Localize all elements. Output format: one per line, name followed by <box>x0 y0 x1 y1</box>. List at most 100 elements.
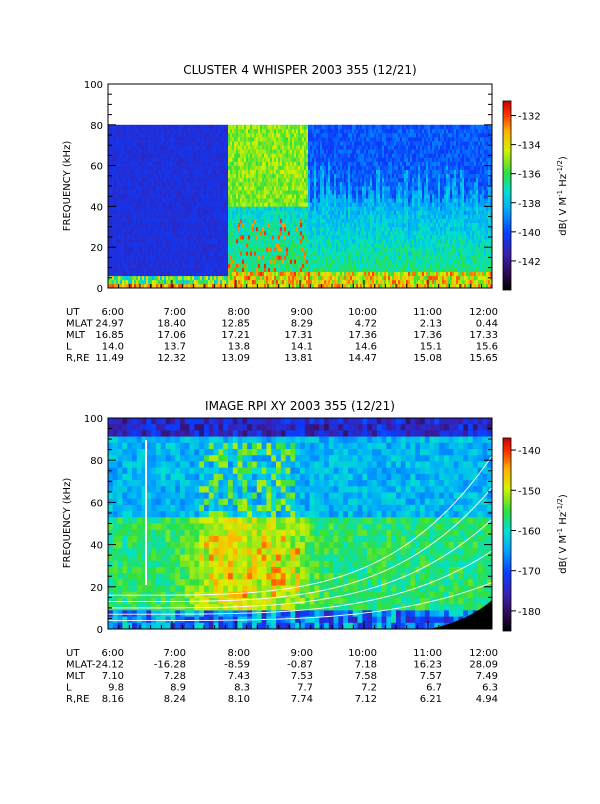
spectrogram-cell <box>154 137 157 142</box>
spectrogram-cell <box>204 214 207 219</box>
spectrogram-cell <box>246 251 249 256</box>
spectrogram-cell <box>276 186 279 191</box>
spectrogram-cell <box>126 255 129 260</box>
spectrogram-cell <box>288 222 291 228</box>
spectrogram-cell <box>166 137 169 142</box>
spectrogram-cell <box>148 132 151 138</box>
spectrogram-cell <box>146 141 149 146</box>
spectrogram-cell <box>242 279 245 285</box>
spectrogram-cell <box>200 218 203 224</box>
spectrogram-cell <box>206 173 209 179</box>
spectrogram-cell <box>194 259 197 264</box>
spectrogram-cell <box>196 279 199 285</box>
spectrogram-cell <box>202 251 205 256</box>
spectrogram-cell <box>126 239 129 244</box>
spectrogram-cell <box>354 137 357 142</box>
spectrogram-cell <box>188 275 191 281</box>
spectrogram-cell <box>316 137 319 142</box>
spectrogram-cell <box>244 137 247 142</box>
spectrogram-cell <box>128 137 131 142</box>
spectrogram-cell <box>126 181 129 187</box>
spectrogram-cell <box>214 161 217 166</box>
spectrogram-cell <box>194 226 197 232</box>
spectrogram-cell <box>118 271 121 277</box>
spectrogram-cell <box>262 218 265 224</box>
spectrogram-cell <box>172 283 175 288</box>
spectrogram-cell <box>298 234 301 240</box>
spectrogram-cell <box>160 230 163 236</box>
spectrogram-cell <box>286 141 289 146</box>
spectrogram-cell <box>266 177 269 183</box>
spectrogram-cell <box>260 283 263 288</box>
spectrogram-cell <box>316 194 319 199</box>
spectrogram-cell <box>218 141 221 146</box>
spectrogram-cell <box>258 214 261 219</box>
spectrogram-cell <box>302 251 305 256</box>
spectrogram-cell <box>130 165 133 170</box>
spectrogram-cell <box>166 226 169 232</box>
spectrogram-cell <box>352 255 355 260</box>
spectrogram-cell <box>126 222 129 228</box>
spectrogram-cell <box>282 128 285 134</box>
spectrogram-cell <box>322 198 325 203</box>
spectrogram-cell <box>276 153 279 158</box>
spectrogram-cell <box>148 161 151 166</box>
spectrogram-cell <box>310 279 313 285</box>
spectrogram-cell <box>170 202 173 207</box>
spectrogram-cell <box>202 145 205 150</box>
spectrogram-cell <box>272 186 275 191</box>
spectrogram-cell <box>172 132 175 138</box>
spectrogram-cell <box>254 230 257 236</box>
spectrogram-cell <box>266 214 269 219</box>
spectrogram-cell <box>284 149 287 154</box>
spectrogram-cell <box>308 222 311 228</box>
spectrogram-cell <box>302 177 305 183</box>
spectrogram-cell <box>310 141 313 146</box>
spectrogram-cell <box>342 190 345 195</box>
spectrogram-cell <box>298 173 301 179</box>
spectrogram-cell <box>338 243 341 248</box>
spectrogram-cell <box>216 251 219 256</box>
spectrogram-cell <box>352 132 355 138</box>
spectrogram-cell <box>266 153 269 158</box>
spectrogram-cell <box>308 153 311 158</box>
spectrogram-cell <box>328 206 331 211</box>
spectrogram-cell <box>124 271 127 277</box>
spectrogram-cell <box>354 214 357 219</box>
spectrogram-cell <box>356 206 359 211</box>
spectrogram-cell <box>236 190 239 195</box>
spectrogram-cell <box>130 230 133 236</box>
spectrogram-cell <box>246 153 249 158</box>
spectrogram-cell <box>150 279 153 285</box>
spectrogram-cell <box>222 279 225 285</box>
spectrogram-cell <box>294 230 297 236</box>
spectrogram-cell <box>200 275 203 281</box>
spectrogram-cell <box>268 279 271 285</box>
spectrogram-cell <box>164 210 167 215</box>
spectrogram-cell <box>146 226 149 232</box>
spectrogram-cell <box>254 165 257 170</box>
spectrogram-cell <box>158 243 161 248</box>
spectrogram-cell <box>220 251 223 256</box>
spectrogram-cell <box>240 128 243 134</box>
spectrogram-cell <box>338 173 341 179</box>
spectrogram-cell <box>276 263 279 268</box>
spectrogram-cell <box>178 161 181 166</box>
spectrogram-cell <box>180 279 183 285</box>
spectrogram-cell <box>286 165 289 170</box>
spectrogram-cell <box>110 259 113 264</box>
spectrogram-cell <box>116 251 119 256</box>
spectrogram-cell <box>116 275 119 281</box>
spectrogram-cell <box>238 161 241 166</box>
spectrogram-cell <box>166 161 169 166</box>
spectrogram-cell <box>264 132 267 138</box>
spectrogram-cell <box>168 149 171 154</box>
spectrogram-cell <box>232 186 235 191</box>
spectrogram-cell <box>238 124 241 130</box>
spectrogram-cell <box>346 226 349 232</box>
spectrogram-cell <box>192 206 195 211</box>
spectrogram-cell <box>130 267 133 272</box>
spectrogram-cell <box>194 153 197 158</box>
spectrogram-cell <box>126 165 129 170</box>
spectrogram-cell <box>278 177 281 183</box>
